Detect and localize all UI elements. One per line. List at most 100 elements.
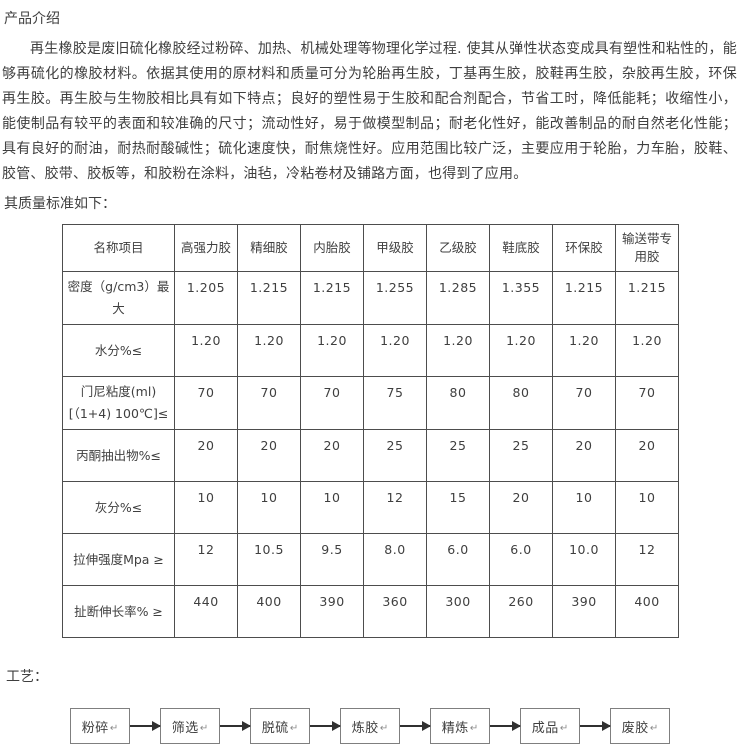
table-cell-value: 12 (363, 481, 427, 534)
flow-step-label: 精炼 (441, 720, 469, 736)
table-row: 水分%≤ 1.20 1.20 1.20 1.20 1.20 1.20 1.20 1.20 (62, 324, 679, 377)
row-label: 灰分%≤ (62, 481, 175, 534)
table-cell-value: 12 (174, 533, 238, 586)
table-cell-value: 360 (363, 585, 427, 638)
table-cell-value: 1.20 (237, 324, 301, 377)
table-row: 拉伸强度Mpa ≥12 10.5 9.5 8.0 6.0 6.0 10.0 12 (62, 533, 679, 586)
table-cell-value: 6.0 (426, 533, 490, 586)
flow-arrow-right-icon (400, 721, 431, 731)
row-label: 门尼粘度(ml)[（1+4) 100℃]≤ (62, 376, 175, 430)
flow-step-box: 精炼 ↵ (430, 708, 490, 744)
table-cell-value: 1.205 (174, 271, 238, 325)
column-header-name: 名称项目 (62, 224, 175, 272)
table-cell-value: 80 (426, 376, 490, 430)
row-label: 扯断伸长率% ≥ (62, 585, 175, 638)
table-cell-value: 1.255 (363, 271, 427, 325)
flow-step-box: 脱硫 ↵ (250, 708, 310, 744)
flow-arrow-right-icon (310, 721, 341, 731)
flow-step-label: 粉碎 (81, 720, 109, 736)
table-cell-value: 10 (174, 481, 238, 534)
return-mark-icon: ↵ (649, 722, 659, 734)
return-mark-icon: ↵ (559, 722, 569, 734)
column-header: 输送带专用胶 (615, 224, 679, 272)
flow-step-label: 废胶 (621, 720, 649, 736)
flow-step-box: 粉碎 ↵ (70, 708, 130, 744)
table-cell-value: 80 (489, 376, 553, 430)
table-cell-value: 25 (363, 429, 427, 482)
table-cell-value: 15 (426, 481, 490, 534)
flow-arrow-right-icon (490, 721, 521, 731)
table-cell-value: 10 (300, 481, 364, 534)
table-cell-value: 1.215 (237, 271, 301, 325)
table-cell-value: 1.20 (615, 324, 679, 377)
table-cell-value: 300 (426, 585, 490, 638)
table-cell-value: 70 (174, 376, 238, 430)
flow-step-box: 成品 ↵ (520, 708, 580, 744)
table-cell-value: 10.5 (237, 533, 301, 586)
table-cell-value: 6.0 (489, 533, 553, 586)
table-row: 扯断伸长率% ≥440 400 390 360 300 260 390 400 (62, 585, 679, 638)
standards-label: 其质量标准如下： (4, 196, 116, 212)
table-cell-value: 20 (489, 481, 553, 534)
row-label: 密度（g/cm3）最大 (62, 271, 175, 325)
column-header: 鞋底胶 (489, 224, 553, 272)
table-cell-value: 70 (300, 376, 364, 430)
table-cell-value: 1.20 (174, 324, 238, 377)
column-header: 内胎胶 (300, 224, 364, 272)
flow-arrow-right-icon (130, 721, 161, 731)
table-cell-value: 20 (300, 429, 364, 482)
table-cell-value: 25 (426, 429, 490, 482)
return-mark-icon: ↵ (379, 722, 389, 734)
row-label: 丙酮抽出物%≤ (62, 429, 175, 482)
column-header: 甲级胶 (363, 224, 427, 272)
table-cell-value: 1.20 (300, 324, 364, 377)
table-cell-value: 390 (300, 585, 364, 638)
table-cell-value: 400 (237, 585, 301, 638)
table-cell-value: 70 (237, 376, 301, 430)
process-flow-diagram: 粉碎 ↵ 筛选 ↵ 脱硫 ↵ 炼胶 ↵ 精炼 ↵ 成品 ↵ 废胶 ↵ (70, 708, 737, 744)
column-header: 高强力胶 (174, 224, 238, 272)
column-header: 精细胶 (237, 224, 301, 272)
table-cell-value: 440 (174, 585, 238, 638)
table-cell-value: 12 (615, 533, 679, 586)
intro-paragraph: 再生橡胶是废旧硫化橡胶经过粉碎、加热、机械处理等物理化学过程. 使其从弹性状态变… (2, 41, 737, 182)
return-mark-icon: ↵ (469, 722, 479, 734)
flow-arrow-right-icon (220, 721, 251, 731)
table-cell-value: 20 (237, 429, 301, 482)
table-cell-value: 20 (174, 429, 238, 482)
table-cell-value: 1.215 (615, 271, 679, 325)
table-cell-value: 1.20 (489, 324, 553, 377)
column-header: 环保胶 (552, 224, 616, 272)
table-row: 密度（g/cm3）最大 1.205 1.215 1.215 1.255 1.285 1.35… (62, 271, 679, 325)
table-cell-value: 10 (615, 481, 679, 534)
flow-step-label: 炼胶 (351, 720, 379, 736)
table-cell-value: 1.215 (552, 271, 616, 325)
table-cell-value: 70 (615, 376, 679, 430)
table-cell-value: 1.355 (489, 271, 553, 325)
page-title: 产品介绍 (4, 11, 60, 27)
flow-arrow-right-icon (580, 721, 611, 731)
process-label: 工艺： (6, 669, 48, 685)
table-cell-value: 260 (489, 585, 553, 638)
flow-step-box: 炼胶 ↵ (340, 708, 400, 744)
column-header: 乙级胶 (426, 224, 490, 272)
flow-step-box: 筛选 ↵ (160, 708, 220, 744)
return-mark-icon: ↵ (289, 722, 299, 734)
table-cell-value: 10.0 (552, 533, 616, 586)
flow-step-label: 筛选 (171, 720, 199, 736)
table-cell-value: 1.285 (426, 271, 490, 325)
table-cell-value: 8.0 (363, 533, 427, 586)
row-label: 拉伸强度Mpa ≥ (62, 533, 175, 586)
flow-step-label: 成品 (531, 720, 559, 736)
table-cell-value: 70 (552, 376, 616, 430)
table-cell-value: 1.215 (300, 271, 364, 325)
table-cell-value: 20 (615, 429, 679, 482)
return-mark-icon: ↵ (109, 722, 119, 734)
flow-step-box: 废胶 ↵ (610, 708, 670, 744)
table-row: 门尼粘度(ml)[（1+4) 100℃]≤ 70 70 70 75 80 80 70 70 (62, 376, 679, 430)
table-cell-value: 10 (237, 481, 301, 534)
table-cell-value: 1.20 (363, 324, 427, 377)
table-cell-value: 400 (615, 585, 679, 638)
table-row: 丙酮抽出物%≤ 20 20 20 25 25 25 20 20 (62, 429, 679, 482)
